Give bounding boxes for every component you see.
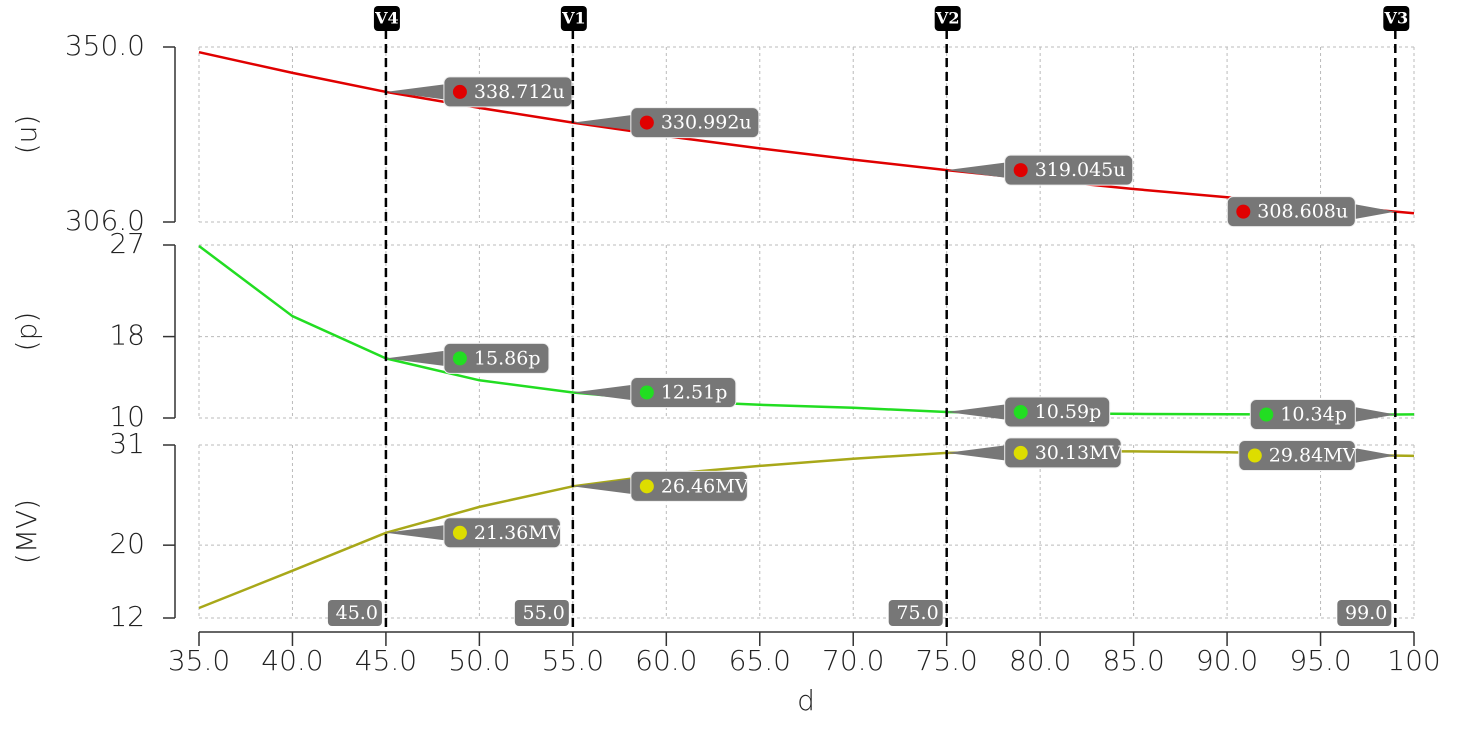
y-tick-label: 350.0 — [65, 29, 145, 62]
cursor-x-label: 99.0 — [1345, 602, 1387, 624]
x-tick-label: 60.0 — [635, 644, 697, 677]
readout: 15.86p — [386, 343, 549, 373]
readout-label: 15.86p — [474, 347, 541, 369]
y-tick-label: 18 — [109, 319, 145, 352]
readout-marker — [1236, 205, 1250, 219]
readout-pointer — [1351, 407, 1395, 423]
readout-pointer — [1351, 448, 1395, 464]
cursor-name: V3 — [1384, 9, 1409, 28]
y-axis-title: (u) — [10, 115, 43, 155]
readout-pointer — [1351, 204, 1395, 220]
y-axis-title: (p) — [10, 312, 43, 352]
cursor-name: V4 — [374, 9, 399, 28]
readout-pointer — [573, 478, 635, 494]
series-line — [199, 52, 1414, 213]
x-tick-label: 80.0 — [1009, 644, 1071, 677]
x-tick-label: 75.0 — [916, 644, 978, 677]
readout-pointer — [947, 445, 1009, 461]
readout-label: 10.34p — [1280, 404, 1347, 426]
readout: 26.46MV — [573, 471, 749, 501]
cursor-name: V2 — [935, 9, 960, 28]
readout-marker — [1014, 446, 1028, 460]
x-tick-label: 45.0 — [355, 644, 417, 677]
y-tick-label: 20 — [109, 527, 145, 560]
x-tick-label: 100 — [1387, 644, 1440, 677]
cursor-name: V1 — [561, 9, 586, 28]
readout: 10.59p — [947, 397, 1110, 427]
y-tick-label: 31 — [109, 427, 145, 460]
readout-marker — [1014, 405, 1028, 419]
readout: 30.13MV — [947, 438, 1123, 468]
readout-marker — [1248, 449, 1262, 463]
x-tick-label: 95.0 — [1289, 644, 1351, 677]
cursor-x-label: 55.0 — [523, 602, 565, 624]
readout-marker — [640, 479, 654, 493]
readout-label: 308.608u — [1257, 201, 1348, 223]
readout-marker — [453, 526, 467, 540]
readout-marker — [1014, 163, 1028, 177]
readout-marker — [453, 85, 467, 99]
x-tick-label: 50.0 — [448, 644, 510, 677]
readout-pointer — [947, 162, 1009, 178]
readout-pointer — [573, 384, 635, 400]
readout: 10.34p — [1250, 400, 1395, 430]
x-tick-label: 40.0 — [261, 644, 323, 677]
readout-marker — [640, 385, 654, 399]
readout: 12.51p — [573, 377, 736, 407]
y-tick-label: 27 — [109, 227, 145, 260]
readout: 330.992u — [573, 108, 759, 138]
readout-label: 319.045u — [1035, 159, 1126, 181]
series-line — [199, 451, 1414, 608]
chart: d (u)350.0306.0(p)271810(MV)31201235.040… — [0, 0, 1464, 742]
readout-marker — [453, 351, 467, 365]
cursor-x-label: 45.0 — [336, 602, 378, 624]
y-axis-title: (MV) — [10, 499, 43, 564]
readout: 21.36MV — [386, 518, 562, 548]
readout-pointer — [386, 525, 448, 541]
readout-label: 338.712u — [474, 81, 565, 103]
readout-label: 29.84MV — [1269, 445, 1357, 467]
readout-marker — [640, 116, 654, 130]
cursor-x-label: 75.0 — [896, 602, 938, 624]
x-axis-title: d — [797, 684, 815, 717]
y-tick-label: 12 — [109, 600, 145, 633]
x-tick-label: 55.0 — [542, 644, 604, 677]
x-tick-label: 90.0 — [1196, 644, 1258, 677]
readout: 338.712u — [386, 77, 572, 107]
x-tick-label: 65.0 — [729, 644, 791, 677]
readout-label: 26.46MV — [661, 475, 749, 497]
x-tick-label: 35.0 — [168, 644, 230, 677]
readout-marker — [1259, 408, 1273, 422]
readout-label: 21.36MV — [474, 522, 562, 544]
readout-label: 30.13MV — [1035, 442, 1123, 464]
series-line — [199, 246, 1414, 415]
readout-label: 330.992u — [661, 112, 752, 134]
readout-pointer — [386, 350, 448, 366]
readout-label: 12.51p — [661, 381, 728, 403]
readout-label: 10.59p — [1035, 401, 1102, 423]
x-tick-label: 85.0 — [1102, 644, 1164, 677]
readout: 319.045u — [947, 155, 1133, 185]
x-tick-label: 70.0 — [822, 644, 884, 677]
